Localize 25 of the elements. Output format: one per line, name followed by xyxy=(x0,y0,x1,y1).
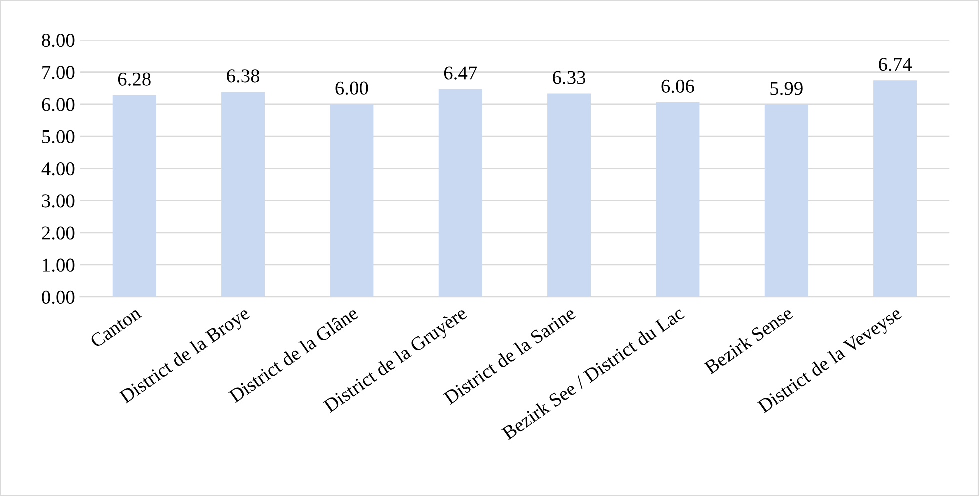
bar xyxy=(874,80,918,298)
y-tick-label: 7.00 xyxy=(42,66,75,80)
data-label: 6.38 xyxy=(227,70,260,83)
bar xyxy=(112,95,156,298)
bar xyxy=(656,102,700,298)
data-label: 6.06 xyxy=(662,80,694,94)
y-tick-label: 6.00 xyxy=(42,98,75,112)
y-tick-label: 5.00 xyxy=(42,130,75,144)
bar xyxy=(222,92,266,298)
data-label: 5.99 xyxy=(770,82,803,96)
bar xyxy=(764,104,808,298)
bar xyxy=(438,89,482,298)
data-label: 6.28 xyxy=(118,72,151,86)
data-label: 6.00 xyxy=(336,82,368,95)
y-tick-label: 4.00 xyxy=(42,162,75,176)
bar xyxy=(548,94,592,298)
y-tick-label: 8.00 xyxy=(42,34,75,48)
y-tick-label: 3.00 xyxy=(42,194,75,208)
data-label: 6.33 xyxy=(553,71,586,84)
data-label: 6.47 xyxy=(444,66,478,80)
bar xyxy=(330,104,374,298)
y-tick-label: 0.00 xyxy=(42,290,75,304)
y-tick-label: 2.00 xyxy=(42,226,75,240)
data-label: 6.74 xyxy=(879,58,912,72)
y-tick-label: 1.00 xyxy=(43,258,75,272)
